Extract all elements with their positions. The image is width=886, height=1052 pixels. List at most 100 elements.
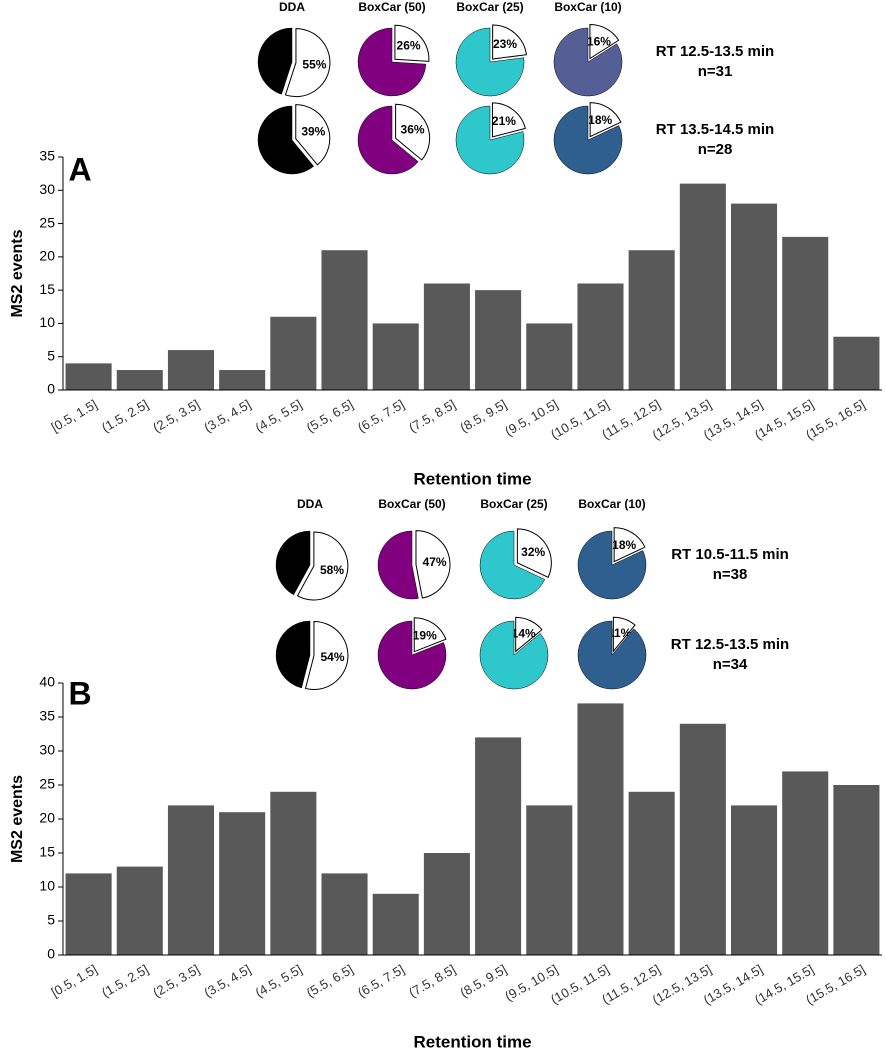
- pie-slice: [455, 27, 525, 97]
- bar: [833, 336, 880, 390]
- bar: [577, 283, 624, 390]
- pie-slice: [394, 24, 430, 62]
- y-tick-label: 25: [39, 776, 55, 792]
- bar: [475, 737, 522, 955]
- pie-slice: [515, 616, 543, 653]
- pie-column-title: BoxCar (25): [480, 497, 547, 511]
- pie-label: 19%: [413, 628, 437, 642]
- pie-slice: [257, 27, 293, 95]
- pie-slice: [275, 530, 311, 596]
- pie-label: 11%: [608, 626, 632, 640]
- panel-label: A: [68, 151, 91, 187]
- pie-label: 32%: [521, 545, 545, 559]
- pie-slice: [491, 102, 526, 138]
- x-tick-label: (3.5, 4.5]: [201, 962, 253, 1001]
- y-tick-label: 5: [47, 912, 55, 928]
- y-tick-label: 20: [39, 810, 55, 826]
- bar: [423, 853, 470, 955]
- y-tick-label: 30: [39, 181, 55, 197]
- pie-label: 36%: [401, 123, 425, 137]
- pie-slice: [613, 527, 646, 563]
- pie-column-title: BoxCar (50): [358, 0, 425, 14]
- x-tick-label: [0.5, 1.5]: [48, 962, 99, 1000]
- bar: [782, 236, 829, 390]
- pie-label: 58%: [320, 563, 344, 577]
- pie-slice: [612, 616, 636, 653]
- bar: [167, 350, 215, 390]
- pie-label: 21%: [492, 114, 516, 128]
- x-tick-label: (4.5, 5.5]: [253, 962, 305, 1001]
- pie-slice: [304, 621, 349, 690]
- y-tick-label: 10: [39, 878, 55, 894]
- pie-slice: [296, 531, 349, 601]
- bar: [321, 873, 368, 955]
- bar: [321, 250, 368, 390]
- x-tick-label: (6.5, 7.5]: [355, 962, 407, 1001]
- pie-label: 23%: [493, 37, 517, 51]
- bar: [628, 791, 675, 955]
- bar: [372, 323, 419, 390]
- x-tick-label: (5.5, 6.5]: [304, 397, 356, 436]
- x-tick-label: (7.5, 8.5]: [406, 397, 458, 436]
- pie-slice: [479, 620, 549, 690]
- y-axis-label: MS2 events: [9, 775, 26, 863]
- pie-column-title: BoxCar (25): [456, 0, 523, 14]
- pie-slice: [377, 530, 419, 600]
- pie-slice: [577, 620, 647, 690]
- pie-label: 16%: [587, 34, 611, 48]
- row-label: RT 10.5-11.5 min: [671, 546, 789, 563]
- bar: [423, 283, 470, 390]
- row-count: n=28: [698, 141, 733, 158]
- pie-column-title: DDA: [297, 497, 323, 511]
- bar: [270, 791, 317, 955]
- bar: [833, 785, 880, 955]
- bar: [577, 703, 624, 955]
- y-tick-label: 30: [39, 742, 55, 758]
- pie-label: 39%: [301, 124, 325, 138]
- x-tick-label: (3.5, 4.5]: [201, 397, 253, 436]
- pie-label: 18%: [588, 113, 612, 127]
- y-tick-label: 25: [39, 214, 55, 230]
- pie-slice: [275, 620, 311, 689]
- x-tick-label: (5.5, 6.5]: [304, 962, 356, 1001]
- bar: [475, 290, 522, 390]
- row-count: n=34: [713, 656, 748, 673]
- y-tick-label: 15: [39, 281, 55, 297]
- y-tick-label: 0: [47, 381, 55, 397]
- bar: [730, 805, 778, 955]
- pie-slice: [589, 23, 620, 60]
- y-tick-label: 5: [47, 347, 55, 363]
- y-tick-label: 0: [47, 946, 55, 962]
- pie-slice: [553, 105, 623, 175]
- row-label: RT 13.5-14.5 min: [656, 121, 774, 138]
- pie-column-title: BoxCar (10): [578, 497, 645, 511]
- bar: [65, 873, 112, 955]
- x-axis-label: Retention time: [413, 1032, 531, 1051]
- row-label: RT 12.5-13.5 min: [656, 43, 774, 60]
- pie-slice: [284, 28, 331, 98]
- x-tick-label: (8.5, 9.5]: [457, 397, 509, 436]
- pie-label: 14%: [512, 627, 536, 641]
- bar: [65, 363, 112, 390]
- bar: [679, 723, 726, 955]
- row-count: n=38: [713, 566, 748, 583]
- pie-slice: [479, 530, 546, 600]
- pie-slice: [577, 530, 647, 600]
- bar: [628, 250, 675, 390]
- pie-label: 26%: [397, 39, 421, 53]
- bar: [679, 183, 726, 390]
- pie-slice: [257, 105, 315, 175]
- bar: [782, 771, 829, 955]
- bar: [526, 805, 573, 955]
- pie-slice: [295, 104, 331, 166]
- bar: [167, 805, 215, 955]
- bar: [270, 316, 317, 390]
- bar: [116, 370, 163, 390]
- bar: [526, 323, 573, 390]
- pie-slice: [589, 102, 622, 138]
- x-tick-label: (6.5, 7.5]: [355, 397, 407, 436]
- pie-label: 55%: [302, 58, 326, 72]
- pie-slice: [395, 103, 431, 161]
- y-tick-label: 15: [39, 844, 55, 860]
